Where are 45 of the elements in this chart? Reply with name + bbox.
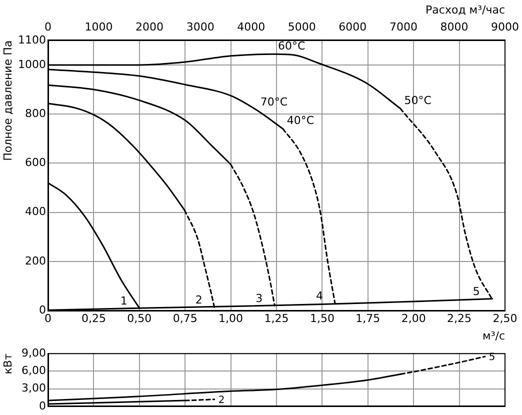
y-tick-label: 9,00	[22, 346, 46, 360]
series-label: 2	[218, 394, 225, 406]
y-tick-label: 200	[25, 254, 46, 268]
x2-tick-label: 1000	[84, 20, 113, 34]
y-axis-title: кВт	[1, 353, 14, 374]
x2-tick-label: 8000	[440, 20, 468, 34]
x2-tick-label: 7000	[389, 20, 418, 34]
x2-tick-label: 6000	[338, 20, 367, 34]
x-tick-label: 1,75	[356, 312, 380, 326]
y-tick-label: 600	[25, 156, 46, 170]
x-tick-label: 2,00	[401, 312, 426, 326]
x2-tick-label: 2000	[136, 20, 164, 34]
y-tick-label: 400	[25, 205, 46, 218]
y-axis-title: Полное давление Па	[1, 40, 14, 161]
x2-axis-title: Расход м³/час	[426, 3, 505, 16]
y-tick-label: 800	[25, 106, 46, 120]
series-label: 5	[472, 285, 480, 298]
x-axis-title: м³/с	[482, 329, 505, 342]
series-label: 1	[120, 294, 128, 308]
y-tick-label: 0	[39, 399, 46, 412]
x-tick-label: 0,50	[127, 312, 152, 326]
annotation: 60°C	[278, 40, 306, 53]
y-tick-label: 1000	[18, 58, 46, 71]
x-tick-label: 1,50	[310, 312, 334, 326]
annotation: 40°C	[286, 114, 314, 128]
y-tick-label: 1100	[18, 33, 46, 46]
x-tick-label: 0,25	[81, 312, 106, 326]
x2-tick-label: 5000	[288, 20, 316, 34]
x-tick-label: 1,25	[264, 312, 289, 326]
x-tick-label: 2,25	[447, 312, 472, 326]
annotation: 70°C	[260, 95, 288, 108]
x2-tick-label: 4000	[237, 20, 266, 34]
y-tick-label: 0	[39, 303, 46, 316]
series-label: 3	[256, 292, 263, 306]
annotation: 50°C	[404, 94, 432, 107]
x2-tick-label: 9000	[491, 20, 519, 34]
series-label: 4	[316, 290, 323, 303]
series-label: 5	[488, 352, 496, 364]
y-tick-label: 6,00	[22, 364, 46, 378]
x-tick-label: 0,75	[172, 312, 198, 326]
x-tick-label: 2,50	[492, 312, 518, 326]
x2-tick-label: 3000	[186, 20, 214, 34]
series-label: 2	[195, 294, 202, 307]
y-tick-label: 3,00	[22, 382, 46, 395]
x-tick-label: 1,00	[218, 312, 244, 326]
